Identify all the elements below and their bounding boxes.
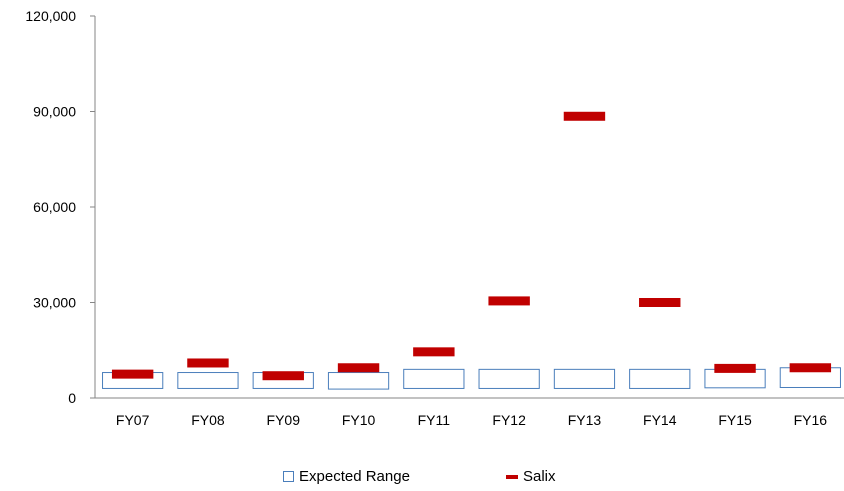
x-tick-label: FY12 bbox=[492, 412, 526, 428]
x-tick-label: FY08 bbox=[191, 412, 225, 428]
salix-marker bbox=[563, 111, 606, 121]
salix-marker bbox=[111, 369, 154, 379]
y-tick-label: 60,000 bbox=[33, 199, 76, 215]
y-tick-label: 90,000 bbox=[33, 104, 76, 120]
expected-range-boxes bbox=[102, 367, 841, 390]
salix-swatch bbox=[506, 474, 518, 479]
salix-marker bbox=[639, 298, 681, 307]
x-tick-label: FY14 bbox=[643, 412, 677, 428]
x-tick-label: FY13 bbox=[568, 412, 602, 428]
salix-marker bbox=[262, 371, 304, 381]
salix-marker bbox=[789, 363, 832, 373]
legend: Expected Range Salix bbox=[0, 468, 844, 490]
salix-markers bbox=[111, 111, 832, 381]
y-tick-label: 30,000 bbox=[33, 295, 76, 311]
salix-marker bbox=[488, 296, 530, 306]
legend-item-expected-range: Expected Range bbox=[283, 468, 410, 485]
y-tick-label: 120,000 bbox=[25, 8, 76, 24]
expected-range-box bbox=[327, 372, 390, 390]
x-tick-label: FY11 bbox=[418, 412, 451, 428]
x-axis-labels: FY07 FY08 FY09 FY10 FY11 FY12 FY13 FY14 FY15 FY16 bbox=[116, 412, 827, 428]
x-tick-label: FY15 bbox=[718, 412, 752, 428]
legend-label-expected-range: Expected Range bbox=[299, 468, 410, 485]
salix-marker bbox=[714, 363, 756, 373]
salix-marker bbox=[413, 347, 455, 357]
y-tick-label: 0 bbox=[68, 390, 76, 406]
axes bbox=[94, 16, 844, 399]
salix-marker bbox=[337, 363, 380, 373]
expected-range-swatch bbox=[283, 471, 294, 482]
expected-range-box bbox=[403, 368, 465, 389]
expected-range-box bbox=[553, 368, 616, 389]
expected-range-box bbox=[177, 372, 239, 389]
legend-label-salix: Salix bbox=[523, 468, 556, 485]
y-axis-ticks: 0 30,000 60,000 90,000 120,000 bbox=[25, 8, 95, 406]
expected-range-box bbox=[629, 368, 691, 389]
x-tick-label: FY10 bbox=[342, 412, 376, 428]
x-tick-label: FY09 bbox=[267, 412, 301, 428]
expected-range-box bbox=[478, 368, 540, 389]
legend-item-salix: Salix bbox=[506, 468, 556, 485]
salix-marker bbox=[187, 358, 229, 368]
x-tick-label: FY07 bbox=[116, 412, 150, 428]
x-tick-label: FY16 bbox=[794, 412, 828, 428]
